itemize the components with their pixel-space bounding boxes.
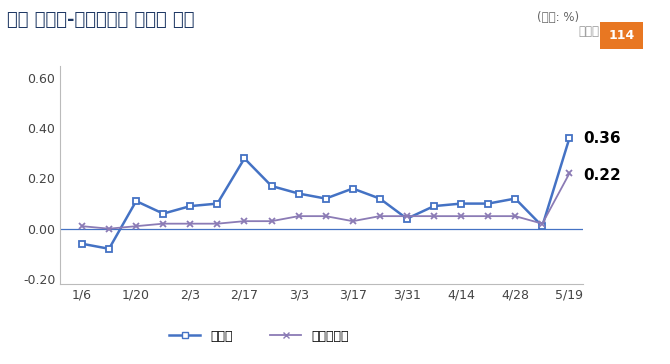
Text: 114: 114 <box>608 29 634 42</box>
Text: 0.22: 0.22 <box>583 169 620 183</box>
Legend: 재건축, 일반아파트: 재건축, 일반아파트 <box>164 325 354 348</box>
Text: (단위: %): (단위: %) <box>537 11 580 24</box>
Text: 0.36: 0.36 <box>583 131 620 146</box>
Text: 부동산: 부동산 <box>579 25 600 39</box>
Text: 서울 재건축-일반아파트 변동률 추이: 서울 재건축-일반아파트 변동률 추이 <box>7 11 194 29</box>
